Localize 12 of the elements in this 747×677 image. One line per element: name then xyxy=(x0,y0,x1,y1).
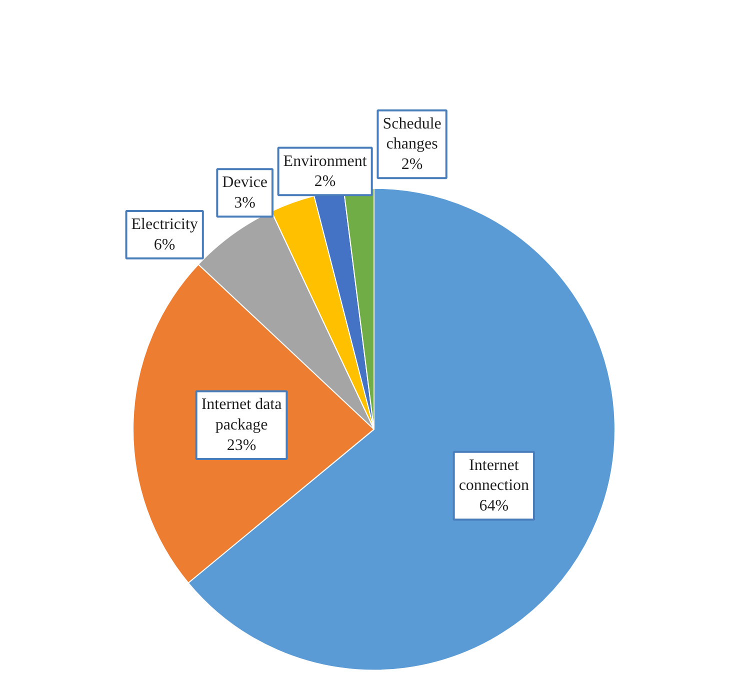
slice-label: Electricity xyxy=(131,216,198,233)
data-label: 2% xyxy=(314,173,336,190)
slice-label: Internet data package xyxy=(201,396,282,434)
data-label: 6% xyxy=(154,236,176,254)
slice-label: Environment xyxy=(283,152,368,170)
data-label: 2% xyxy=(401,156,423,174)
data-label: 64% xyxy=(479,498,509,515)
slice-label: Schedule changes xyxy=(382,115,442,153)
data-label: 3% xyxy=(234,194,256,212)
slice-label: Internet connection xyxy=(458,456,530,494)
data-label: 23% xyxy=(226,437,256,454)
slice-label: Device xyxy=(222,174,268,192)
